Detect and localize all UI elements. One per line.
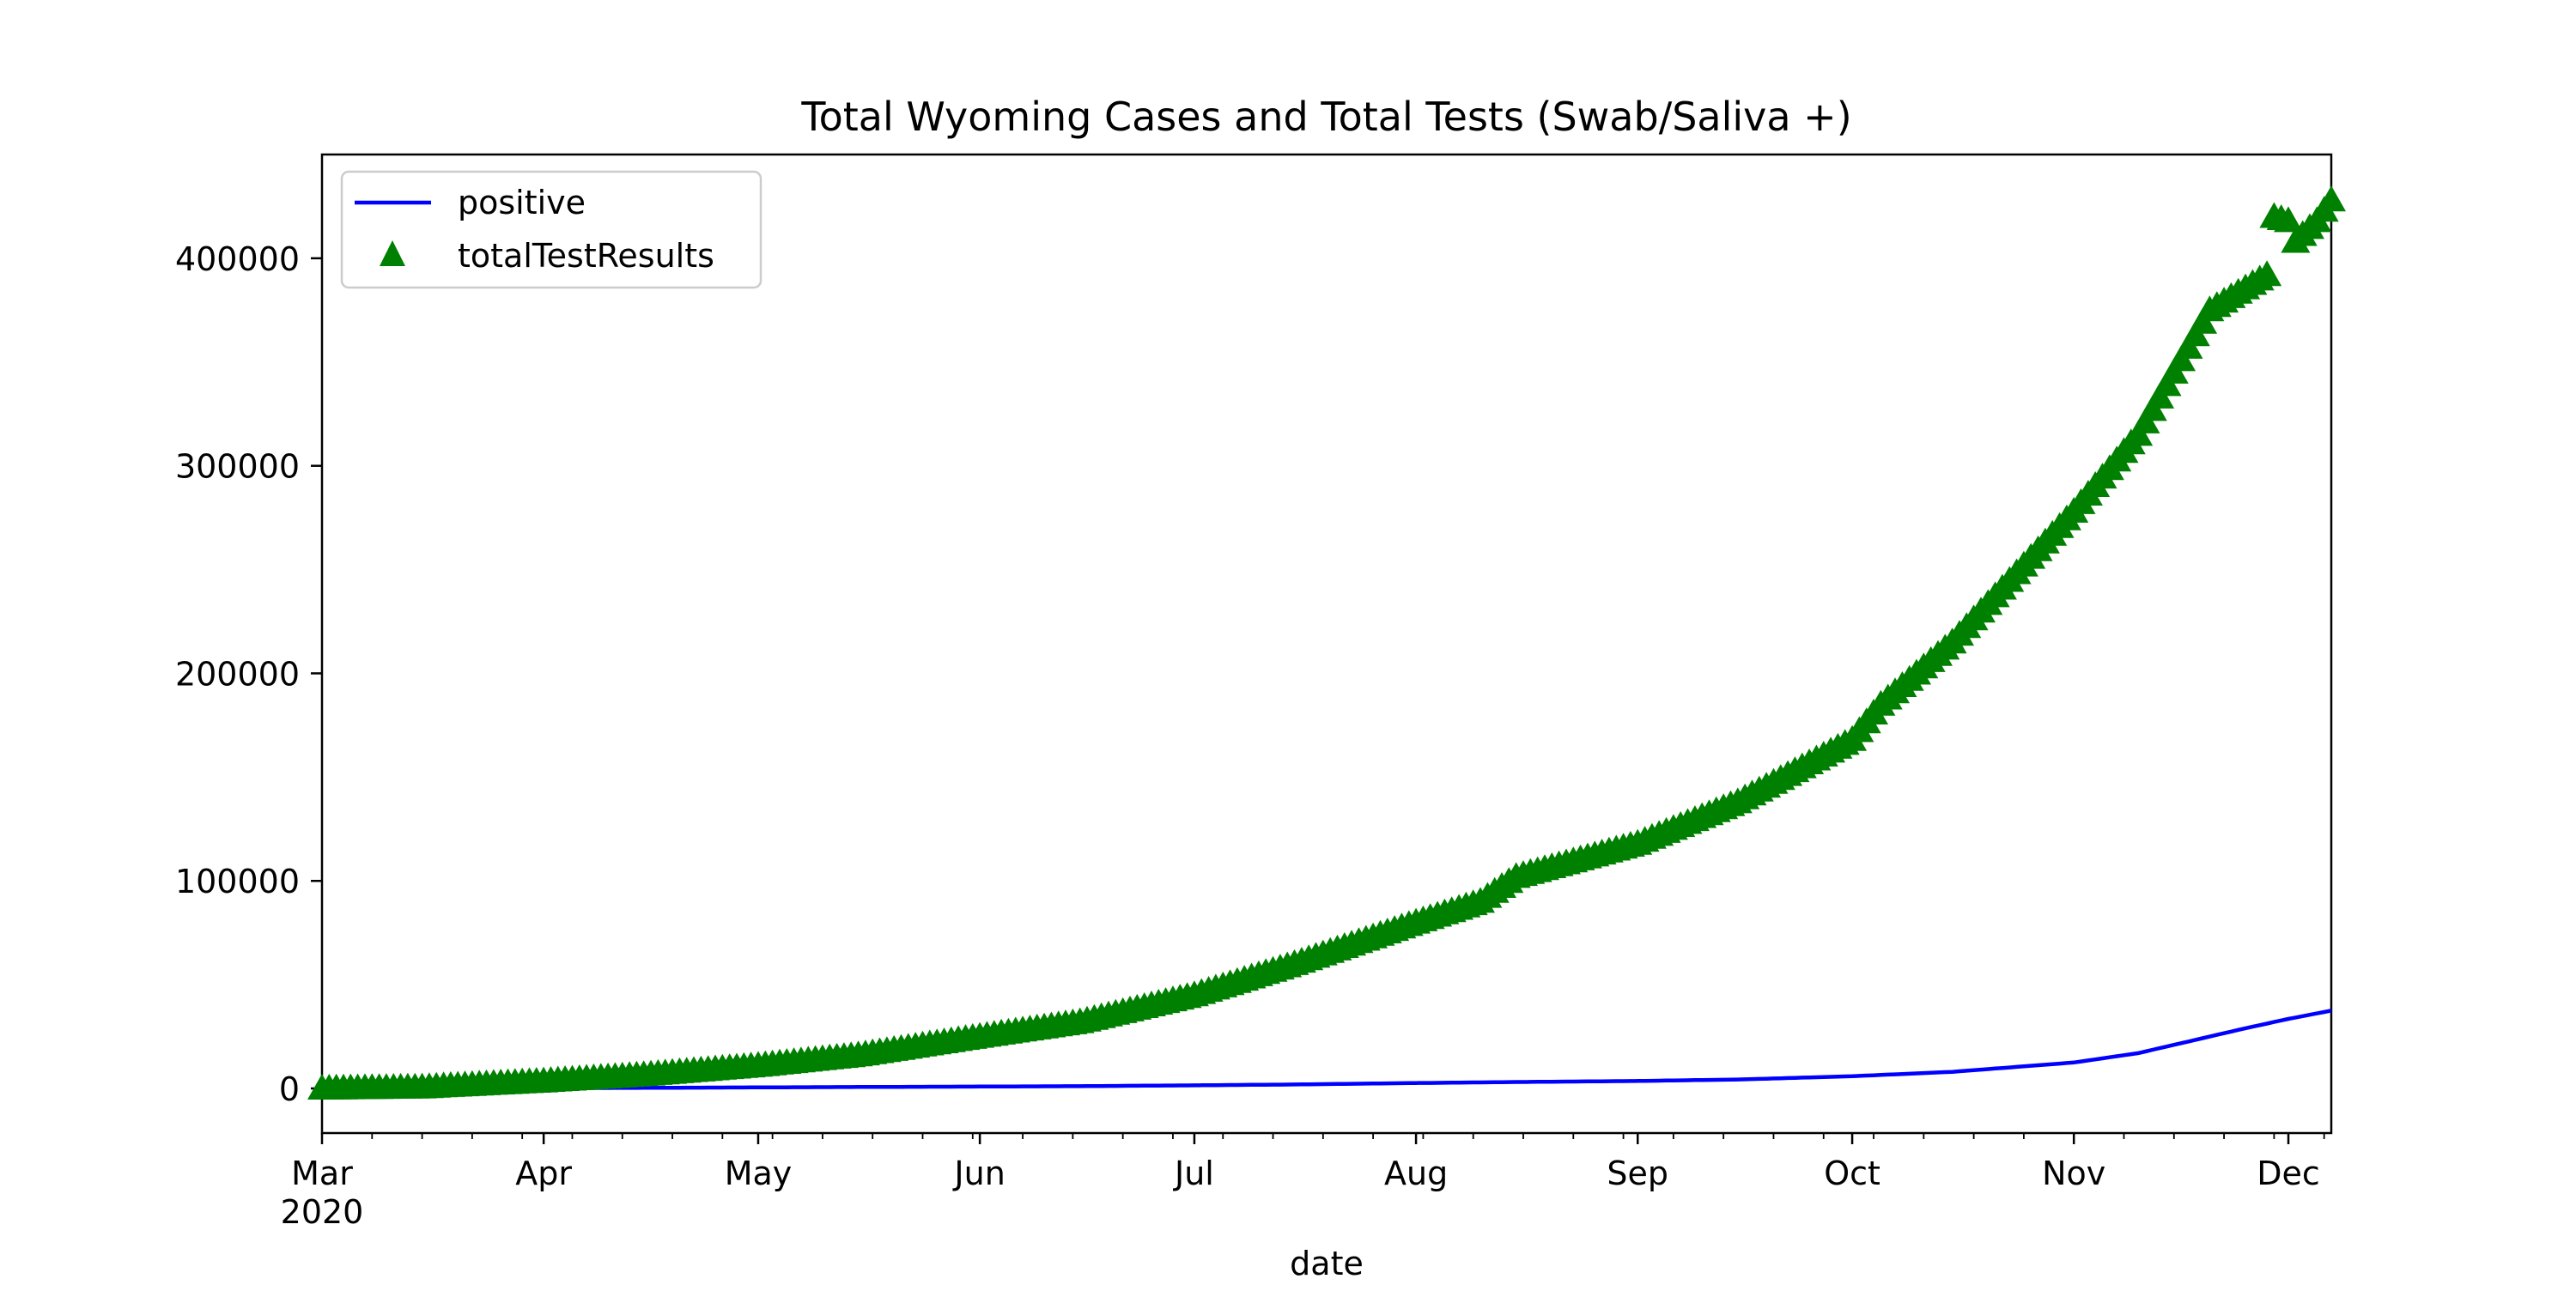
y-tick-label: 100000 [175,863,300,900]
x-tick-label: Aug [1384,1155,1448,1192]
x-tick-label: Jul [1173,1155,1214,1192]
series-layer [307,185,2346,1100]
x-tick-label: Oct [1824,1155,1880,1192]
y-tick-label: 200000 [175,655,300,693]
y-tick-label: 400000 [175,240,300,278]
legend-label-positive: positive [458,184,586,221]
x-tick-label: Mar [291,1155,353,1192]
x-tick-label: Apr [515,1155,572,1192]
x-tick-label: Sep [1607,1155,1668,1192]
legend-swatch-total-test-results [380,240,405,266]
y-tick-label: 0 [279,1070,300,1108]
plot-frame [320,153,2333,1135]
series-line-positive [322,1009,2332,1091]
y-tick-label: 300000 [175,448,300,486]
x-tick-label: Dec [2257,1155,2320,1192]
series-markers-totalTestResults [307,185,2346,1100]
x-axis-label: date [1290,1245,1364,1282]
data-point-totalTestResults [2274,206,2303,233]
x-tick-label: Nov [2042,1155,2105,1192]
x-tick-label: Jun [952,1155,1005,1192]
x-tick-sublabel: 2020 [281,1193,364,1231]
legend: positive totalTestResults [340,170,762,289]
legend-label-total-test-results: totalTestResults [458,237,714,275]
data-point-totalTestResults [2317,185,2346,212]
x-tick-label: May [725,1155,793,1192]
data-point-totalTestResults [2252,260,2282,287]
chart-title: Total Wyoming Cases and Total Tests (Swa… [800,94,1851,140]
legend-box [340,170,762,289]
y-axis: 0 100000 200000 300000 400000 [175,240,322,1108]
